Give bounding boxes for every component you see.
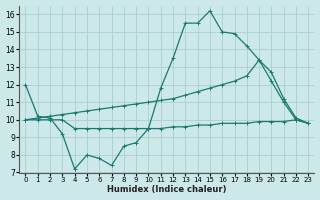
X-axis label: Humidex (Indice chaleur): Humidex (Indice chaleur) (107, 185, 227, 194)
